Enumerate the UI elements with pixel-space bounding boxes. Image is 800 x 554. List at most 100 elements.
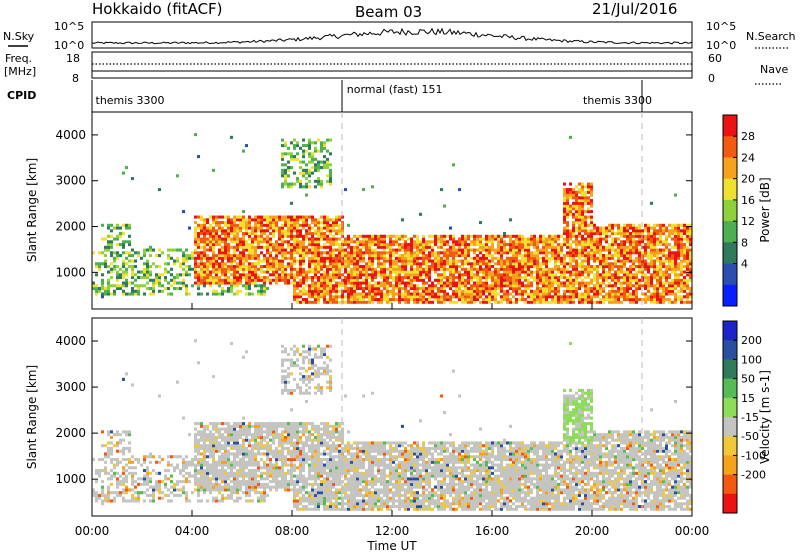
power-cell xyxy=(167,287,170,291)
power-cell xyxy=(221,292,224,296)
power-cell xyxy=(392,254,395,258)
power-cell xyxy=(563,215,566,219)
velocity-cell xyxy=(218,446,221,450)
power-cell xyxy=(266,229,269,233)
power-cell xyxy=(263,218,266,222)
power-cell xyxy=(143,267,146,271)
power-cell xyxy=(113,237,116,241)
power-cell xyxy=(329,300,332,304)
power-cell xyxy=(506,284,509,288)
power-cell xyxy=(407,270,410,274)
power-cell xyxy=(440,245,443,249)
velocity-cell xyxy=(227,449,230,453)
power-cell xyxy=(635,284,638,288)
power-cell xyxy=(545,256,548,260)
power-cell xyxy=(611,300,614,304)
power-cell xyxy=(584,259,587,263)
power-cell xyxy=(626,295,629,299)
velocity-cell xyxy=(125,480,128,484)
velocity-cell xyxy=(233,491,236,495)
power-cell xyxy=(341,259,344,263)
power-cell xyxy=(497,278,500,282)
velocity-cell xyxy=(134,499,137,503)
power-cell xyxy=(212,240,215,244)
power-cell xyxy=(272,234,275,238)
power-cell xyxy=(386,295,389,299)
power-cell xyxy=(227,248,230,252)
power-cell xyxy=(329,171,332,175)
power-cell xyxy=(416,259,419,263)
power-cell xyxy=(551,256,554,260)
power-cell xyxy=(116,273,119,277)
power-cell xyxy=(455,281,458,285)
power-cell xyxy=(506,256,509,260)
power-cell xyxy=(554,254,557,258)
velocity-cell xyxy=(128,457,131,462)
power-cell xyxy=(647,270,650,274)
power-cell xyxy=(410,245,413,249)
power-cell xyxy=(317,138,320,142)
power-cell xyxy=(497,248,500,252)
power-cell xyxy=(509,256,512,260)
power-cell xyxy=(236,289,239,293)
power-cell xyxy=(290,254,293,258)
power-cell xyxy=(197,292,200,296)
power-cell xyxy=(452,237,455,241)
velocity-cell xyxy=(218,427,221,431)
power-cell xyxy=(626,276,629,280)
power-cell xyxy=(131,273,134,277)
power-cell xyxy=(662,273,665,277)
power-cell xyxy=(563,267,566,271)
power-cell xyxy=(317,166,320,170)
power-cell xyxy=(161,273,164,277)
power-cell xyxy=(302,298,305,302)
power-cell xyxy=(467,292,470,296)
power-cell xyxy=(122,273,125,277)
velocity-cell xyxy=(128,433,131,437)
power-cell xyxy=(233,234,236,238)
power-cell xyxy=(650,251,653,255)
power-cell xyxy=(314,168,317,172)
power-cell xyxy=(536,270,539,274)
power-cell xyxy=(152,287,155,291)
power-cell xyxy=(500,251,503,255)
power-cell xyxy=(626,237,629,241)
power-cell xyxy=(284,174,287,178)
power-cell xyxy=(569,292,572,296)
power-cell xyxy=(434,237,437,241)
power-cell xyxy=(203,265,206,269)
power-cell xyxy=(623,245,626,249)
power-cell xyxy=(125,292,128,296)
power-cell xyxy=(485,265,488,269)
power-cell xyxy=(365,262,368,266)
power-cell xyxy=(635,232,638,236)
power-cell xyxy=(584,193,587,197)
power-cell xyxy=(194,229,197,233)
power-cell xyxy=(317,278,320,282)
power-cell xyxy=(245,248,248,252)
power-cell xyxy=(305,245,308,249)
power-cell xyxy=(689,273,692,277)
power-cell xyxy=(251,226,254,230)
power-cell xyxy=(206,276,209,280)
velocity-cell xyxy=(179,493,182,497)
power-cell xyxy=(236,284,239,288)
velocity-cell xyxy=(110,474,113,478)
power-cell xyxy=(488,295,491,299)
power-cell xyxy=(521,245,524,249)
power-cell xyxy=(581,284,584,288)
power-cell xyxy=(125,226,128,230)
power-cell xyxy=(542,256,545,260)
power-cell xyxy=(596,237,599,241)
power-cell xyxy=(356,259,359,263)
power-cell xyxy=(386,289,389,293)
power-cell xyxy=(188,292,191,296)
power-cell xyxy=(335,289,338,293)
velocity-cell xyxy=(143,474,146,478)
power-cell xyxy=(260,229,263,233)
power-cell xyxy=(566,193,569,197)
power-cell xyxy=(452,234,455,238)
velocity-cell xyxy=(194,466,197,470)
power-cell xyxy=(326,245,329,249)
power-cell xyxy=(539,267,542,271)
